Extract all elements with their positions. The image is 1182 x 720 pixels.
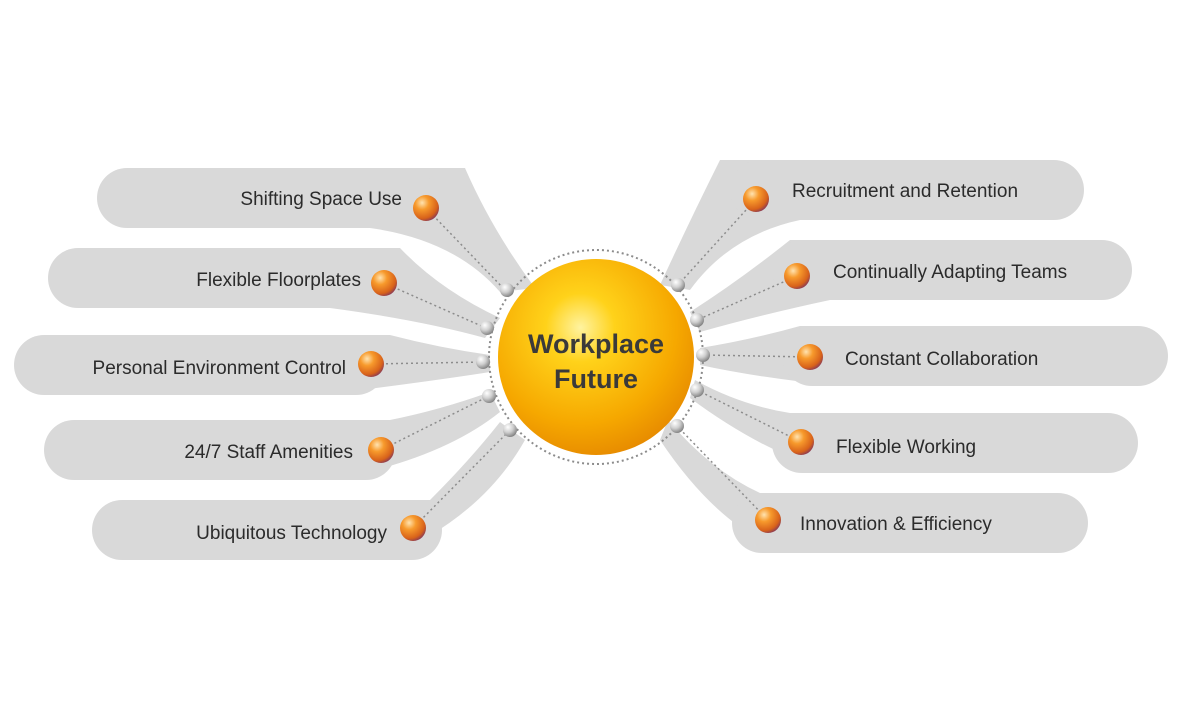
left-branches: Shifting Space Use Flexible Floorplates … xyxy=(14,168,535,560)
orb-marker-icon xyxy=(788,429,814,455)
branch-label: Personal Environment Control xyxy=(93,358,346,379)
central-hub: Workplace Future xyxy=(498,259,694,455)
connector-ball-icon xyxy=(670,419,684,433)
orb-marker-icon xyxy=(743,186,769,212)
branch-label: Shifting Space Use xyxy=(240,189,402,210)
pill-shape xyxy=(732,493,1088,553)
branch-shifting-space-use: Shifting Space Use xyxy=(97,168,535,292)
branch-ubiquitous-technology: Ubiquitous Technology xyxy=(92,422,525,560)
pill-shape xyxy=(14,335,386,395)
pill-shape xyxy=(48,248,388,308)
branch-label: Flexible Working xyxy=(836,437,976,458)
branch-innovation-and-efficiency: Innovation & Efficiency xyxy=(660,420,1088,553)
branch-recruitment-and-retention: Recruitment and Retention xyxy=(660,160,1084,290)
pill-shape xyxy=(44,420,396,480)
branch-label: Ubiquitous Technology xyxy=(196,523,387,544)
connector-dotted-line xyxy=(380,395,490,451)
pill-shape xyxy=(730,160,1084,220)
connector-dotted-line xyxy=(677,198,757,286)
branch-personal-environment-control: Personal Environment Control xyxy=(14,335,490,395)
branch-staff-amenities: 24/7 Staff Amenities xyxy=(44,392,500,480)
connector-ball-icon xyxy=(696,348,710,362)
branch-label: Constant Collaboration xyxy=(845,349,1038,370)
branch-continually-adapting-teams: Continually Adapting Teams xyxy=(690,240,1132,332)
branch-flexible-floorplates: Flexible Floorplates xyxy=(48,248,500,338)
pill-shape xyxy=(97,168,437,228)
connector-ball-icon xyxy=(690,383,704,397)
pill-shape xyxy=(772,413,1138,473)
connector-dotted-line xyxy=(696,275,798,321)
orb-marker-icon xyxy=(413,195,439,221)
pill-shape xyxy=(92,500,442,560)
connector-dotted-line xyxy=(425,207,506,291)
connector-ball-icon xyxy=(480,321,494,335)
orb-marker-icon xyxy=(755,507,781,533)
orb-marker-icon xyxy=(358,351,384,377)
orb-marker-icon xyxy=(784,263,810,289)
pill-shape xyxy=(782,326,1168,386)
connector-dotted-line xyxy=(696,389,802,443)
right-branches: Recruitment and Retention Continually Ad… xyxy=(660,160,1168,553)
orb-marker-icon xyxy=(797,344,823,370)
branch-label: Continually Adapting Teams xyxy=(833,262,1067,283)
pill-shape xyxy=(772,240,1132,300)
orb-marker-icon xyxy=(400,515,426,541)
connector-dotted-line xyxy=(383,282,487,329)
branch-label: Recruitment and Retention xyxy=(792,181,1018,202)
connector-ball-icon xyxy=(503,423,517,437)
orb-marker-icon xyxy=(371,270,397,296)
connector-ball-icon xyxy=(482,389,496,403)
branch-label: 24/7 Staff Amenities xyxy=(184,442,353,463)
branch-constant-collaboration: Constant Collaboration xyxy=(700,326,1168,386)
connector-ball-icon xyxy=(500,283,514,297)
connector-ball-icon xyxy=(690,313,704,327)
branch-flexible-working: Flexible Working xyxy=(690,380,1138,473)
orb-marker-icon xyxy=(368,437,394,463)
ring-connector-balls xyxy=(476,278,710,437)
branch-label: Innovation & Efficiency xyxy=(800,514,992,535)
connector-ball-icon xyxy=(671,278,685,292)
center-title-line1: Workplace xyxy=(528,329,664,359)
connector-ball-icon xyxy=(476,355,490,369)
center-title-line2: Future xyxy=(554,364,638,394)
connector-dotted-line xyxy=(676,425,769,521)
sun-sphere xyxy=(498,259,694,455)
branch-label: Flexible Floorplates xyxy=(196,270,361,291)
connector-dotted-line xyxy=(370,361,485,365)
